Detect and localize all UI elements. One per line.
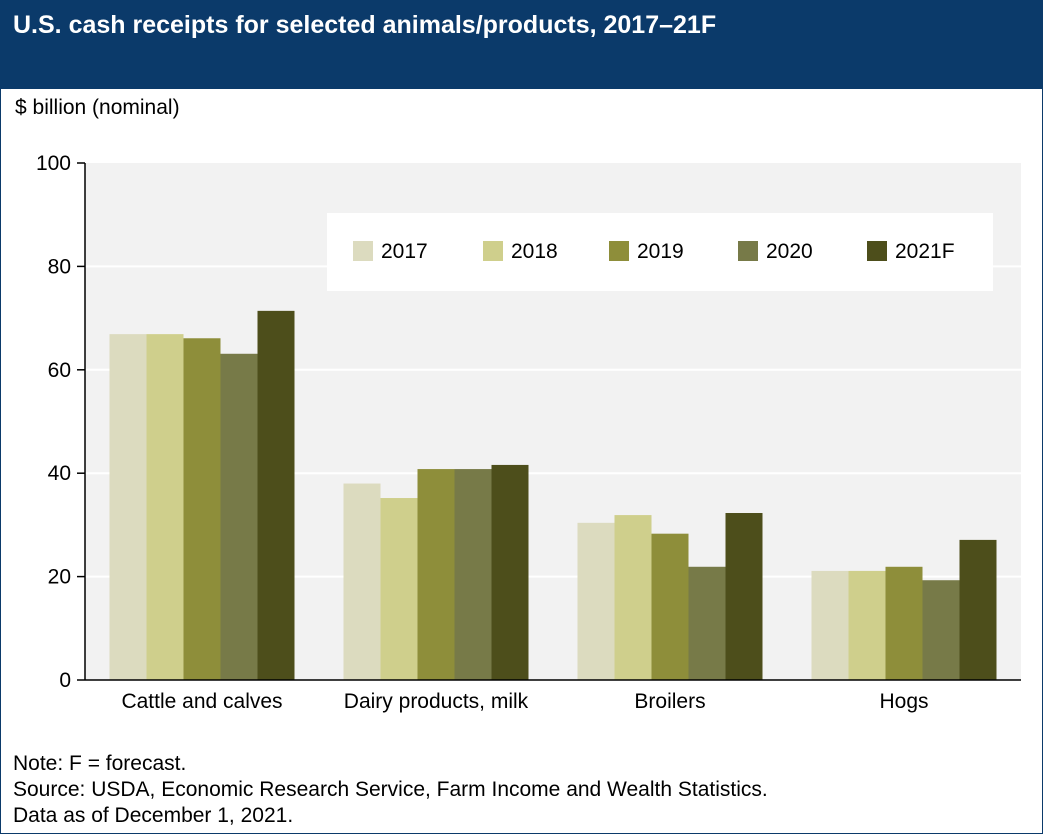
x-tick-label: Cattle and calves	[121, 690, 282, 713]
y-tick-label: 20	[48, 566, 71, 589]
bar-2021F-3	[959, 539, 997, 680]
bar-2019-2	[651, 533, 689, 680]
y-axis-label: $ billion (nominal)	[15, 96, 180, 119]
legend-swatch-2018	[483, 241, 503, 261]
bar-2021F-0	[257, 310, 295, 680]
bar-2020-1	[454, 469, 492, 680]
legend-swatch-2017	[353, 241, 373, 261]
bar-2020-2	[688, 566, 726, 680]
bar-2021F-1	[491, 464, 529, 680]
y-tick-label: 40	[48, 462, 71, 485]
legend-label-2017: 2017	[381, 240, 428, 263]
header-band: U.S. cash receipts for selected animals/…	[1, 1, 1042, 89]
bar-2021F-2	[725, 513, 763, 680]
bar-2020-3	[922, 580, 960, 680]
bar-2018-3	[848, 570, 886, 680]
legend-label-2020: 2020	[766, 240, 813, 263]
legend-swatch-2020	[738, 241, 758, 261]
legend-label-2021F: 2021F	[895, 240, 955, 263]
bar-2019-0	[183, 338, 221, 680]
bar-2019-3	[885, 566, 923, 680]
x-tick-label: Broilers	[634, 690, 705, 713]
note-text: Note: F = forecast.	[13, 752, 187, 775]
bar-2018-0	[146, 334, 184, 680]
bar-2018-1	[380, 498, 418, 680]
legend-swatch-2019	[609, 241, 629, 261]
y-tick-label: 0	[59, 669, 71, 692]
source-text: Source: USDA, Economic Research Service,…	[13, 778, 768, 801]
y-tick-label: 60	[48, 359, 71, 382]
date-text: Data as of December 1, 2021.	[13, 804, 294, 827]
bar-2017-0	[109, 334, 147, 680]
y-tick-label: 100	[36, 152, 71, 175]
legend-swatch-2021F	[867, 241, 887, 261]
chart-title: U.S. cash receipts for selected animals/…	[13, 11, 717, 39]
bar-2018-2	[614, 515, 652, 680]
bar-2019-1	[417, 469, 455, 680]
x-tick-label: Dairy products, milk	[344, 690, 529, 713]
bar-2017-3	[811, 570, 849, 680]
bar-2017-2	[577, 522, 615, 680]
bar-2017-1	[343, 483, 381, 680]
x-tick-label: Hogs	[879, 690, 928, 713]
y-tick-label: 80	[48, 255, 71, 278]
bar-2020-0	[220, 353, 258, 680]
legend-label-2019: 2019	[637, 240, 684, 263]
legend-label-2018: 2018	[511, 240, 558, 263]
